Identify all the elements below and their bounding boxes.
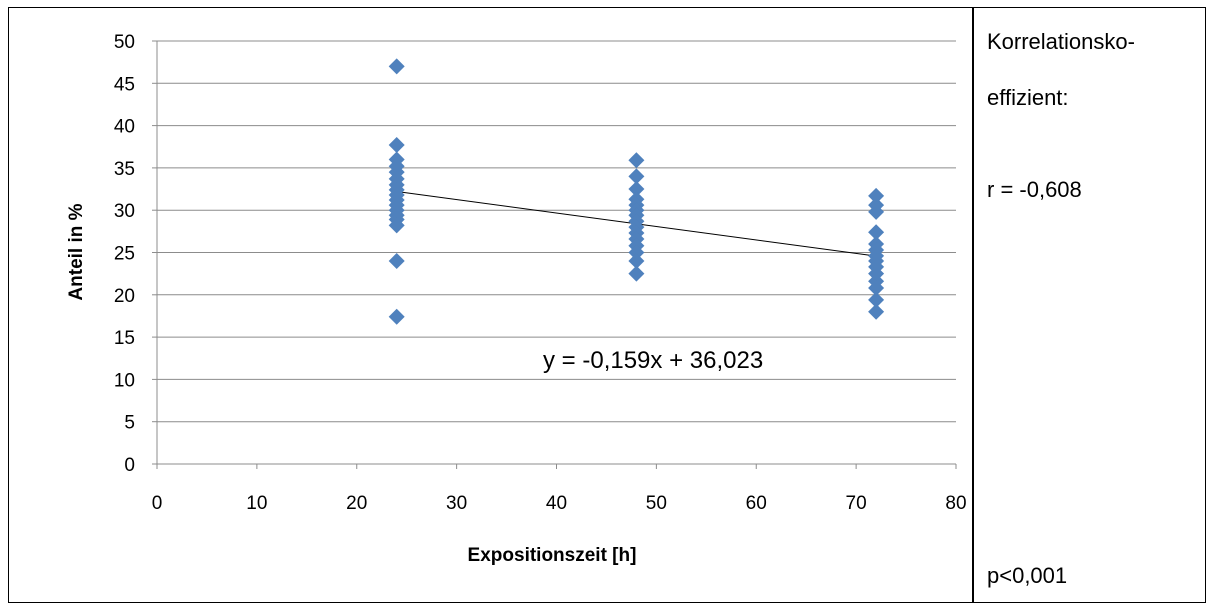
data-points [388,58,885,325]
p-value: p<0,001 [987,563,1068,588]
data-point [868,224,885,241]
y-tick-label: 50 [114,32,135,53]
y-tick-label: 5 [124,413,135,434]
data-point [388,58,405,75]
y-tick-label: 0 [124,455,135,476]
y-tick-label: 15 [114,328,135,349]
figure-frame [8,7,1206,603]
x-tick-label: 70 [846,493,867,514]
x-tick-label: 40 [546,493,567,514]
x-tick-labels: 0 10 20 30 40 50 60 70 80 [152,493,967,514]
x-tick-label: 30 [446,493,467,514]
x-tick-label: 50 [646,493,667,514]
y-tick-label: 10 [114,370,135,391]
x-tick-label: 10 [246,493,267,514]
data-point [388,217,405,234]
data-point [388,308,405,325]
grid-lines [157,40,956,423]
data-point [628,181,645,198]
y-tick-labels: 0 5 10 15 20 25 30 35 40 45 50 [114,32,135,476]
y-tick-label: 45 [114,74,135,95]
data-point [868,203,885,220]
data-point [628,244,645,261]
y-axis-title: Anteil in % [66,203,87,300]
r-value: r = -0,608 [987,177,1082,202]
x-tick-label: 20 [346,493,367,514]
y-tick-label: 35 [114,159,135,180]
data-point [868,291,885,308]
x-tick-label: 80 [945,493,966,514]
data-point [868,303,885,320]
data-point [388,252,405,269]
trendline-equation: y = -0,159x + 36,023 [543,347,763,374]
data-point [628,168,645,185]
data-point [628,152,645,169]
data-point [868,280,885,297]
correlation-label-line1: Korrelationsko- [987,29,1135,54]
panel-divider [972,7,974,603]
y-tick-label: 20 [114,286,135,307]
axes [152,40,957,469]
data-point [628,265,645,282]
y-tick-label: 40 [114,117,135,138]
x-tick-label: 60 [746,493,767,514]
x-tick-label: 0 [152,493,163,514]
correlation-label-line2: effizient: [987,85,1069,110]
data-point [628,252,645,269]
y-tick-label: 30 [114,201,135,222]
x-axis-title: Expositionszeit [h] [468,545,637,566]
data-point [388,137,405,154]
data-point [868,187,885,204]
y-tick-label: 25 [114,244,135,265]
scatter-chart: 0 10 20 30 40 50 60 70 80 0 5 10 15 20 25 30 35 40 45 50 E… [66,32,967,566]
